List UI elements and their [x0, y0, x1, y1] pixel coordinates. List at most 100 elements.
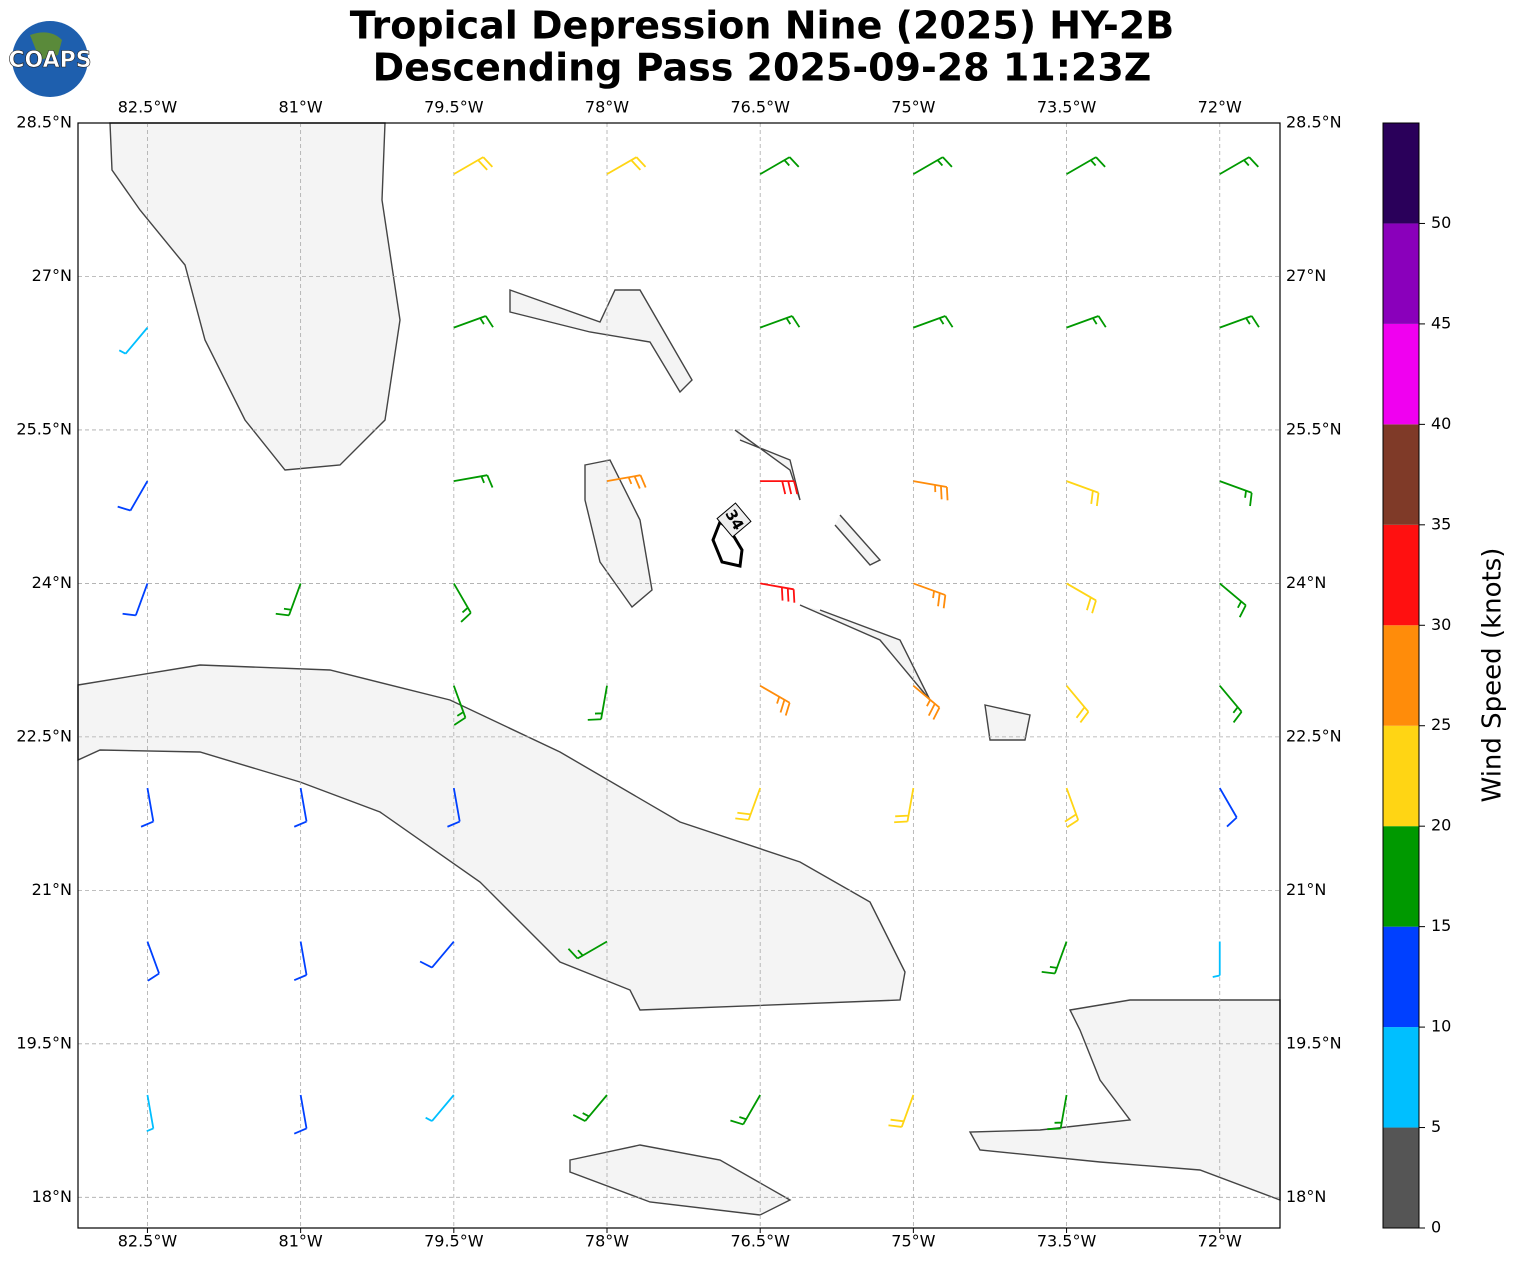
logo-globe: [12, 21, 88, 97]
colorbar-tick-label: 0: [1431, 1218, 1441, 1237]
wind-barb: [1218, 787, 1238, 828]
colorbar-tick-label: 45: [1431, 313, 1451, 332]
logo-text: COAPS: [8, 48, 91, 73]
wind-barb: [913, 582, 947, 609]
x-tick-label: 72°W: [1198, 98, 1242, 117]
colorbar-bin: [1383, 123, 1419, 224]
y-tick-label: 18°N: [1286, 1187, 1326, 1206]
wind-barb: [760, 582, 796, 603]
wind-barb: [1219, 480, 1253, 507]
wind-barb: [1066, 156, 1106, 175]
x-tick-label: 76.5°W: [730, 98, 790, 117]
wind-barb: [572, 1094, 608, 1122]
jamaica: [569, 1144, 792, 1216]
colorbar-bin: [1383, 323, 1419, 425]
colorbar-tick-label: 15: [1431, 916, 1451, 935]
wind-barb: [1065, 685, 1090, 723]
contour-label: 34: [721, 506, 747, 533]
x-tick-label: 73.5°W: [1037, 1232, 1097, 1251]
wind-barb: [453, 315, 494, 329]
andros: [584, 459, 653, 609]
x-tick-label: 79.5°W: [424, 98, 484, 117]
grid: 82.5°W 82.5°W 81°W 81°W 79.5°W 79.5°W 78°W 78°W…: [16, 98, 1341, 1251]
eleuthera: [734, 429, 931, 701]
wind-barbs: [117, 156, 1260, 1135]
wind-barb: [1041, 941, 1068, 975]
y-tick-label: 19.5°N: [1286, 1033, 1342, 1052]
x-tick-label: 73.5°W: [1037, 98, 1097, 117]
colorbar-bin: [1383, 826, 1419, 927]
y-tick-label: 24°N: [32, 573, 72, 592]
grand-bahama: [509, 289, 693, 394]
wind-barb: [146, 1094, 155, 1133]
wind-barb: [453, 582, 472, 623]
wind-barb: [735, 787, 762, 821]
inagua: [984, 704, 1031, 741]
colorbar-bin: [1383, 1027, 1419, 1128]
y-tick-label: 25.5°N: [1286, 419, 1342, 438]
y-tick-label: 21°N: [32, 880, 72, 899]
wind-barb: [425, 1094, 455, 1122]
wind-barb: [1066, 315, 1107, 329]
contour-label-box: [716, 502, 752, 538]
wind-barb: [118, 327, 149, 355]
colorbar-tick-label: 5: [1431, 1117, 1441, 1136]
wind-barb: [453, 474, 494, 488]
florida: [109, 122, 401, 471]
colorbar-tick-label: 10: [1431, 1017, 1451, 1036]
y-tick-label: 21°N: [1286, 880, 1326, 899]
x-tick-label: 72°W: [1198, 1232, 1242, 1251]
x-tick-label: 78°W: [585, 1232, 629, 1251]
wind-barb: [567, 940, 608, 960]
wind-barb: [1219, 685, 1243, 723]
wind-barb: [1066, 582, 1097, 614]
y-tick-label: 27°N: [1286, 266, 1326, 285]
wind-barb: [913, 315, 954, 329]
colorbar-tick-label: 30: [1431, 615, 1451, 634]
wind-barb: [1064, 787, 1080, 829]
y-tick-label: 28.5°N: [16, 113, 72, 132]
wind-barb: [1066, 480, 1100, 507]
x-tick-label: 81°W: [279, 1232, 323, 1251]
wind-barb: [447, 787, 461, 828]
y-tick-label: 22.5°N: [1286, 726, 1342, 745]
wind-barb: [146, 941, 160, 982]
wind-barb: [293, 787, 308, 828]
hispaniola: [968, 999, 1281, 1202]
colorbar-bin: [1383, 625, 1419, 726]
y-tick-label: 24°N: [1286, 573, 1326, 592]
wind-barb: [1219, 582, 1247, 618]
colorbar-bin: [1383, 424, 1419, 525]
x-tick-label: 75°W: [891, 1232, 935, 1251]
wind-barb: [293, 941, 308, 982]
x-tick-label: 79.5°W: [424, 1232, 484, 1251]
wind-barb: [1047, 1094, 1068, 1131]
colorbar-bin: [1383, 524, 1419, 626]
wind-barb: [759, 315, 801, 329]
colorbar: 0 5 10 15 20 25 30 35 40 45 50: [1382, 122, 1451, 1237]
y-tick-label: 27°N: [32, 266, 72, 285]
logo-land: [30, 32, 62, 60]
x-tick-label: 75°W: [891, 98, 935, 117]
wind-barb: [587, 685, 608, 721]
map-frame: [77, 122, 1281, 1229]
wind-barb: [888, 1094, 915, 1128]
y-tick-label: 18°N: [32, 1187, 72, 1206]
wind-barb: [140, 787, 155, 828]
x-tick-label: 78°W: [585, 98, 629, 117]
colorbar-bin: [1383, 926, 1419, 1028]
colorbar-frame: [1382, 122, 1420, 1229]
wind-barb: [912, 685, 941, 720]
wind-barb: [293, 1094, 308, 1135]
colorbar-tick-label: 35: [1431, 514, 1451, 533]
wind-barb: [117, 480, 149, 512]
wind-barb: [760, 480, 799, 495]
logo: COAPS: [8, 21, 92, 97]
wind-barb: [275, 583, 302, 617]
chart-title: Tropical Depression Nine (2025) HY-2B: [350, 4, 1174, 48]
colorbar-tick-label: 25: [1431, 715, 1451, 734]
x-tick-label: 76.5°W: [730, 1232, 790, 1251]
wind-barb: [1219, 156, 1259, 175]
wind-barb: [759, 684, 791, 716]
